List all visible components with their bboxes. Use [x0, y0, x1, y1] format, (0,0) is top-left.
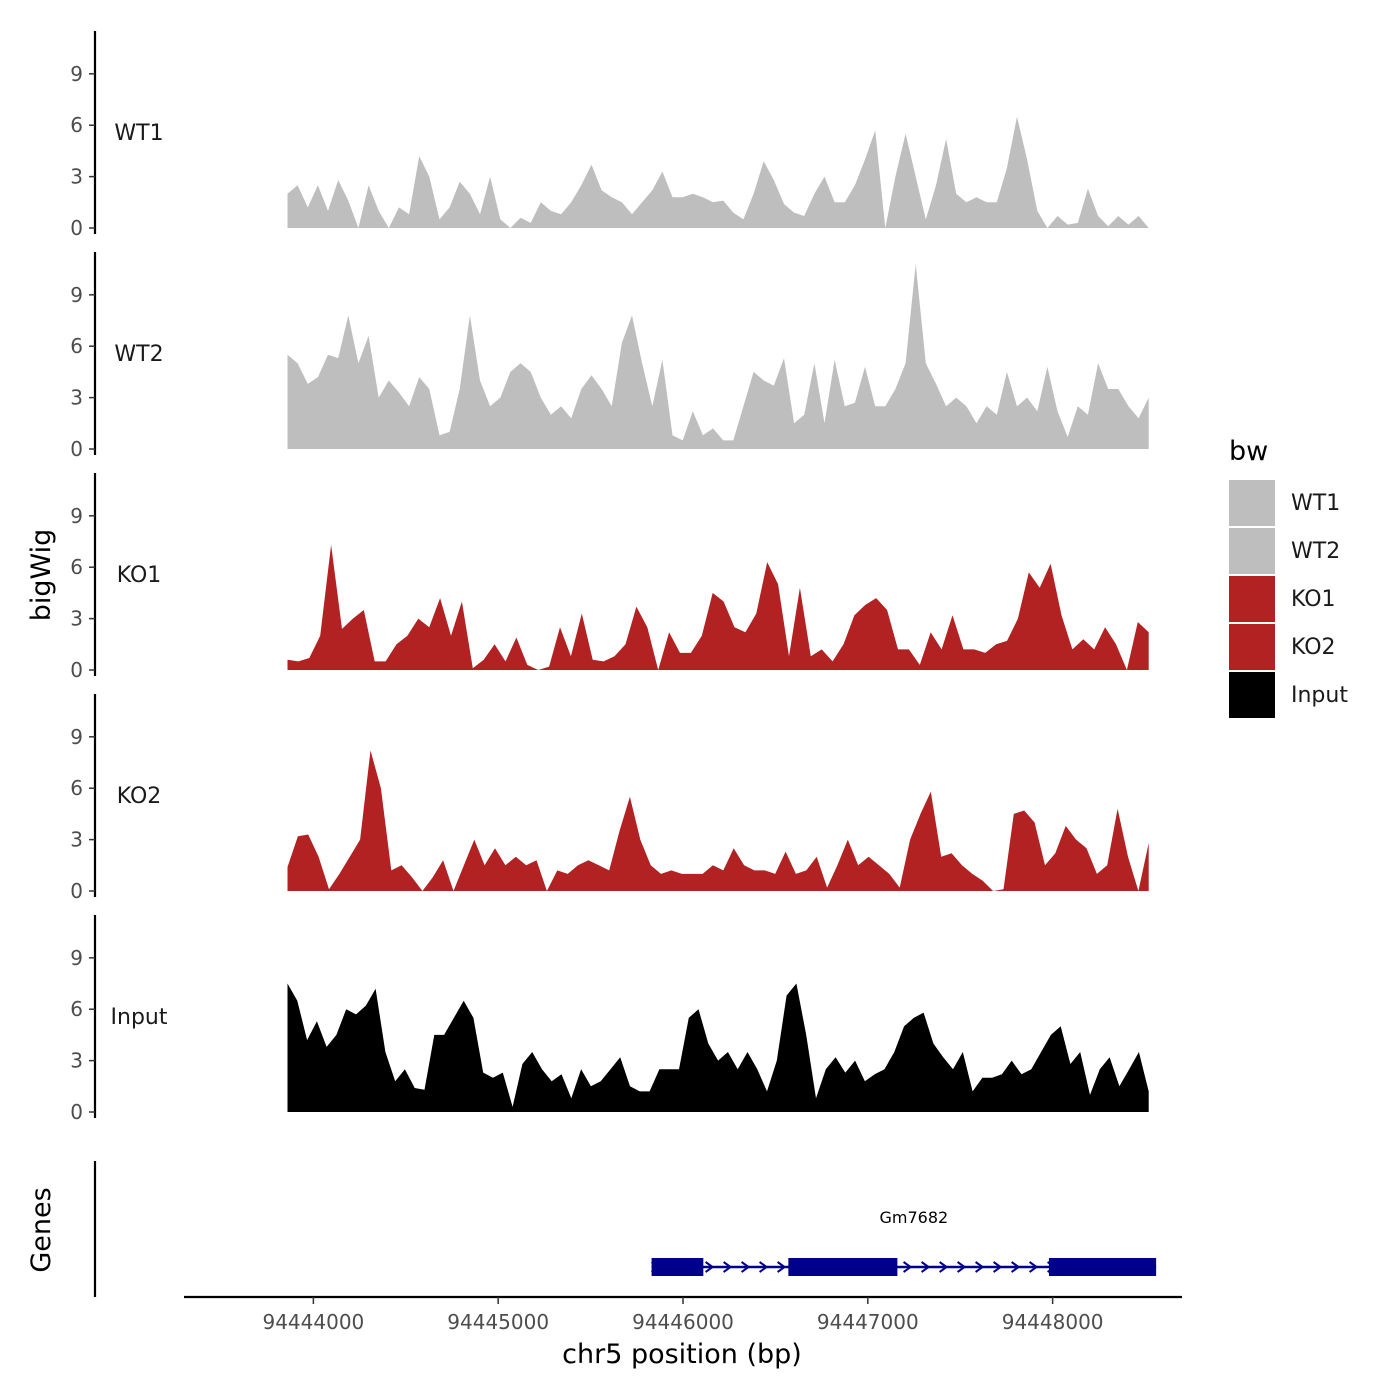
y-tick-label: 3 — [70, 165, 83, 189]
track-label-ko2: KO2 — [117, 784, 162, 809]
track-label-input: Input — [111, 1005, 168, 1030]
legend-label-input: Input — [1291, 683, 1348, 708]
y-tick-label: 0 — [70, 879, 83, 903]
genes-panel-title: Genes — [26, 1187, 57, 1272]
signal-area-wt2 — [287, 264, 1149, 449]
gene-panel: Gm7682 — [93, 1161, 1157, 1297]
track-label-wt1: WT1 — [114, 121, 163, 146]
x-axis-title: chr5 position (bp) — [562, 1339, 802, 1370]
strand-arrow — [722, 1261, 733, 1273]
y-tick-label: 3 — [70, 607, 83, 631]
y-axis-title: bigWig — [26, 529, 57, 622]
y-tick-label: 0 — [70, 216, 83, 240]
y-tick-label: 9 — [70, 504, 83, 528]
y-tick-label: 3 — [70, 828, 83, 852]
gene-exon — [651, 1258, 704, 1276]
panel-wt1: 0 3 6 9 WT1 — [70, 31, 1149, 240]
strand-arrow — [776, 1261, 787, 1273]
strand-arrow — [902, 1261, 913, 1273]
x-axis: 94444000 94445000 94446000 94447000 94448000 — [184, 1295, 1182, 1334]
signal-panels: 0 3 6 9 WT1 0 3 6 9 WT2 0 3 6 9 KO1 0 3 6 9 KO2 0 3 6 9 Input — [70, 31, 1149, 1124]
legend-key-ko2 — [1229, 624, 1275, 670]
gene-exon — [1048, 1258, 1157, 1276]
strand-arrow — [938, 1261, 949, 1273]
gene-gm7682: Gm7682 — [650, 1208, 1157, 1276]
signal-area-ko1 — [287, 544, 1149, 670]
track-label-wt2: WT2 — [114, 342, 163, 367]
x-tick-label: 94446000 — [632, 1310, 734, 1334]
legend-label-wt2: WT2 — [1291, 539, 1340, 564]
y-tick-label: 9 — [70, 946, 83, 970]
strand-arrow — [704, 1261, 715, 1273]
legend-title: bw — [1229, 436, 1268, 467]
gene-name-label: Gm7682 — [880, 1208, 949, 1227]
legend-label-wt1: WT1 — [1291, 491, 1340, 516]
panel-input: 0 3 6 9 Input — [70, 915, 1149, 1124]
x-tick-label: 94445000 — [447, 1310, 549, 1334]
legend-key-wt1 — [1229, 480, 1275, 526]
y-tick-label: 0 — [70, 437, 83, 461]
legend-label-ko1: KO1 — [1291, 587, 1336, 612]
y-tick-label: 6 — [70, 555, 83, 579]
legend-key-input — [1229, 672, 1275, 718]
signal-area-ko2 — [287, 750, 1149, 891]
panel-wt2: 0 3 6 9 WT2 — [70, 252, 1149, 461]
y-tick-label: 9 — [70, 62, 83, 86]
strand-arrow — [1028, 1261, 1039, 1273]
y-tick-label: 6 — [70, 776, 83, 800]
strand-arrow — [1010, 1261, 1021, 1273]
y-tick-label: 6 — [70, 334, 83, 358]
panel-ko1: 0 3 6 9 KO1 — [70, 473, 1149, 682]
track-label-ko1: KO1 — [117, 563, 162, 588]
strand-arrow — [992, 1261, 1003, 1273]
legend-key-ko1 — [1229, 576, 1275, 622]
legend: bw WT1 WT2 KO1 KO2 Input — [1229, 436, 1348, 718]
legend-label-ko2: KO2 — [1291, 635, 1336, 660]
strand-arrow — [974, 1261, 985, 1273]
y-tick-label: 6 — [70, 997, 83, 1021]
x-tick-label: 94447000 — [817, 1310, 919, 1334]
gene-exon — [788, 1258, 898, 1276]
y-tick-label: 9 — [70, 283, 83, 307]
strand-arrow — [920, 1261, 931, 1273]
legend-key-wt2 — [1229, 528, 1275, 574]
signal-area-input — [287, 983, 1149, 1112]
y-tick-label: 3 — [70, 386, 83, 410]
signal-area-wt1 — [287, 116, 1149, 228]
strand-arrow — [956, 1261, 967, 1273]
y-tick-label: 3 — [70, 1049, 83, 1073]
y-tick-label: 0 — [70, 1100, 83, 1124]
y-tick-label: 9 — [70, 725, 83, 749]
y-tick-label: 0 — [70, 658, 83, 682]
strand-arrow — [740, 1261, 751, 1273]
x-tick-label: 94448000 — [1002, 1310, 1104, 1334]
panel-ko2: 0 3 6 9 KO2 — [70, 694, 1149, 903]
y-tick-label: 6 — [70, 113, 83, 137]
x-tick-label: 94444000 — [262, 1310, 364, 1334]
strand-arrow — [758, 1261, 769, 1273]
